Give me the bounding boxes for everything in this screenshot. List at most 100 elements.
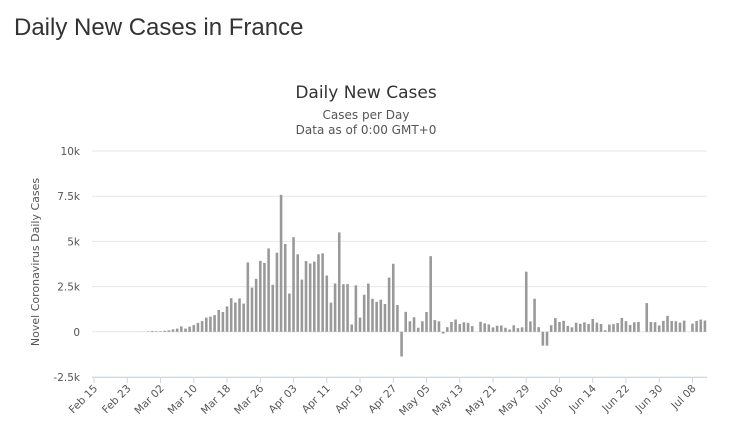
bar (192, 325, 196, 332)
bar (204, 317, 208, 332)
bar (591, 319, 595, 332)
bar (670, 320, 673, 332)
bar (549, 325, 553, 332)
y-tick-label: 10k (61, 146, 81, 158)
x-tick-label: Jun 22 (599, 383, 632, 416)
bar (391, 263, 395, 332)
bar (383, 304, 387, 332)
bar (400, 331, 403, 357)
bar (703, 320, 707, 332)
bar (608, 324, 611, 332)
chart-subtitle-line-1: Cases per Day (323, 108, 410, 122)
bar (653, 322, 657, 332)
bar (583, 322, 586, 332)
bar (209, 316, 212, 332)
bar (292, 237, 295, 332)
bar (217, 309, 221, 332)
bar (238, 298, 241, 332)
x-tick-label: Mar 10 (166, 383, 200, 417)
chart-subtitle-line-2: Data as of 0:00 GMT+0 (296, 123, 437, 137)
bar (699, 319, 703, 332)
x-tick-label: Apr 27 (366, 383, 399, 416)
y-tick-label: 2.5k (57, 282, 81, 294)
bar (421, 321, 424, 332)
bar (221, 311, 225, 332)
bar (628, 324, 632, 332)
bar (412, 317, 416, 332)
bar (578, 323, 582, 332)
bar (367, 283, 370, 332)
bar (259, 260, 262, 332)
bar (570, 327, 574, 332)
bar (554, 318, 557, 332)
bar (279, 194, 283, 332)
bar (283, 243, 287, 332)
y-tick-label: 0 (73, 327, 80, 339)
bar (184, 328, 187, 332)
y-axis-label: Novel Coronavirus Daily Cases (29, 178, 42, 346)
bar (520, 327, 524, 332)
bar (649, 322, 653, 332)
y-axis-ticks: -2.5k 0 2.5k 5k 7.5k 10k (53, 146, 80, 384)
x-tick-label: Apr 11 (300, 383, 333, 416)
bar (437, 321, 441, 332)
bar (300, 279, 304, 332)
bar (682, 320, 686, 332)
bar (458, 324, 462, 332)
bar (229, 298, 233, 332)
bar (516, 328, 520, 332)
bar (512, 325, 516, 332)
x-tick-label: Apr 03 (267, 383, 300, 416)
gridlines (92, 150, 707, 378)
bar-series (138, 194, 707, 357)
bar (333, 283, 337, 332)
bar (450, 322, 453, 332)
bar (188, 326, 191, 332)
x-tick-label: Jun 06 (533, 382, 566, 415)
bar (387, 277, 391, 332)
bar (337, 232, 341, 332)
bar (163, 330, 167, 332)
y-tick-label: -2.5k (53, 372, 80, 384)
bar (558, 321, 561, 332)
bar (167, 330, 171, 332)
bar (246, 262, 250, 332)
bar (678, 322, 682, 332)
bar (574, 322, 578, 332)
x-tick-label: May 05 (397, 383, 433, 419)
page-heading: Daily New Cases in France (14, 14, 304, 41)
bar (275, 252, 279, 332)
bar (637, 321, 640, 332)
bar (508, 329, 511, 332)
bar (674, 321, 678, 332)
bar (362, 294, 366, 332)
bar (599, 324, 603, 332)
bar (159, 331, 162, 332)
bar (263, 262, 266, 332)
bar (454, 319, 457, 332)
bar (346, 284, 349, 332)
bar (616, 323, 619, 332)
bar (603, 330, 607, 332)
chart-title: Daily New Cases (295, 83, 437, 103)
bar (200, 321, 204, 332)
bar (529, 321, 532, 332)
bar (180, 326, 183, 332)
bar (288, 293, 291, 332)
x-tick-label: Jul 08 (669, 383, 699, 413)
bar (350, 324, 353, 332)
bar (379, 299, 383, 332)
x-tick-label: Mar 18 (199, 383, 233, 417)
bar (267, 248, 270, 332)
bar (666, 315, 669, 332)
bar (254, 278, 258, 332)
bar (304, 261, 308, 332)
bar (234, 302, 237, 332)
bar (325, 275, 329, 332)
bar (595, 322, 599, 332)
bar (308, 263, 312, 332)
bar (375, 301, 378, 332)
bar (691, 323, 694, 332)
x-tick-label: Jun 14 (566, 382, 599, 415)
